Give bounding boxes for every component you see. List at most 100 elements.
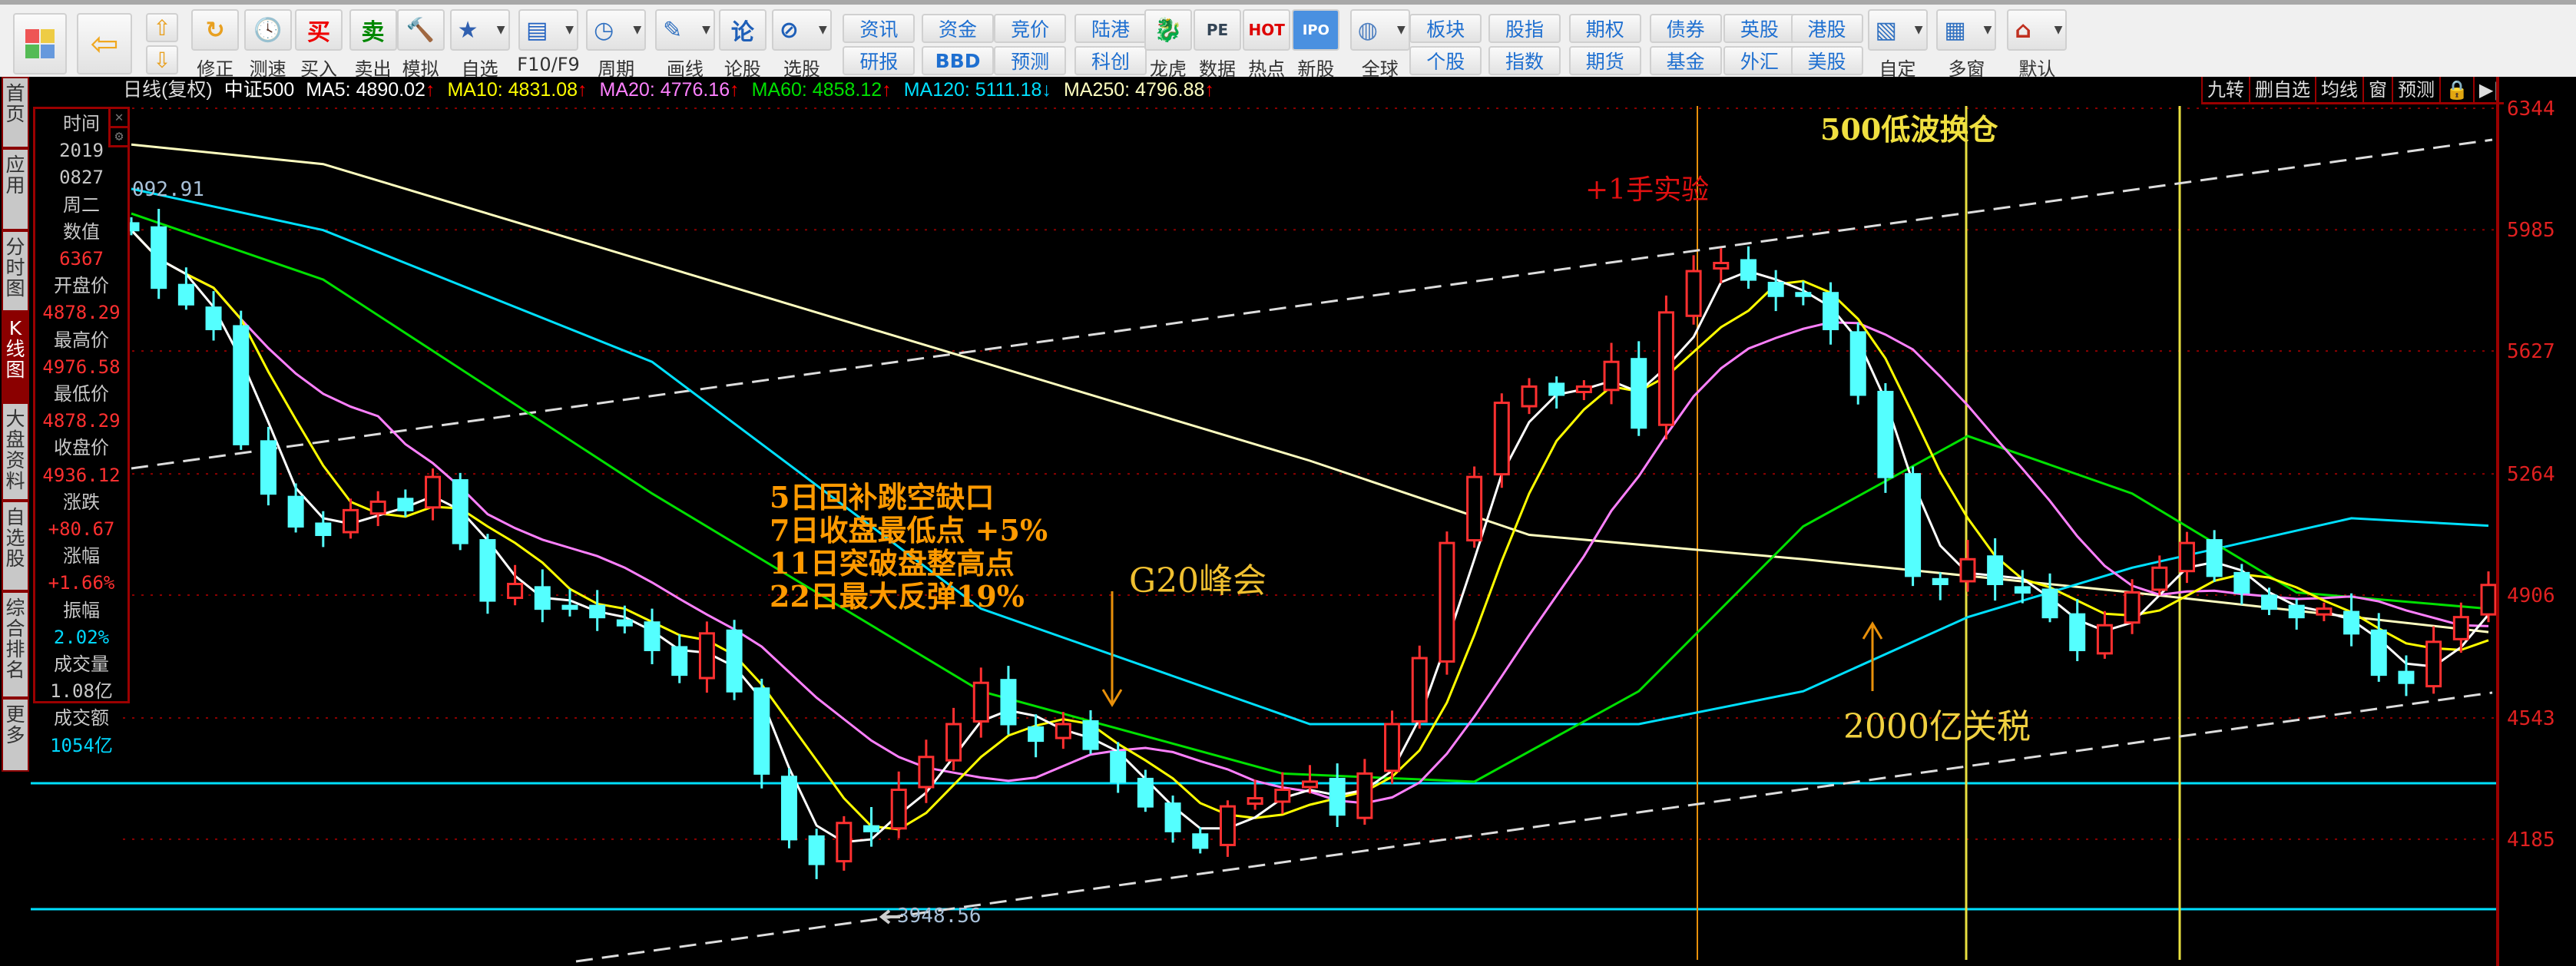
panel-label: 成交额: [54, 707, 109, 729]
toolbar-gavel-button[interactable]: 🔨 模拟: [396, 9, 445, 81]
toolbar-text-button[interactable]: 资金: [922, 14, 995, 43]
sidebar-tab-3[interactable]: K线图: [2, 312, 29, 402]
toolbar-text-button[interactable]: 港股: [1790, 14, 1863, 43]
candle-body: [616, 619, 633, 627]
toolbar-text-button[interactable]: 板块: [1409, 14, 1482, 43]
toolbar-text-button[interactable]: 指数: [1488, 46, 1561, 75]
prev-stock-button[interactable]: ⇧: [146, 13, 178, 42]
toolbar-buy-button[interactable]: 买买入: [294, 9, 343, 81]
ma-legend-item: MA20: 4776.16↑: [600, 79, 746, 101]
toolbar-custom-button[interactable]: ▧ 自定: [1867, 9, 1928, 81]
toolbar-text-button[interactable]: 外汇: [1723, 46, 1796, 75]
sidebar-tab-7[interactable]: 更多: [2, 698, 29, 772]
toolbar-dragon-button[interactable]: 🐉 龙虎: [1144, 9, 1192, 81]
toolbar-label: 测速: [249, 58, 286, 80]
toolbar-period-button[interactable]: ◷ 周期: [586, 9, 647, 81]
toolbar-text-button[interactable]: 预测: [994, 46, 1067, 75]
toolbar-refresh-button[interactable]: ↻ 修正: [191, 9, 240, 81]
candle: [780, 768, 797, 849]
candle-body: [1082, 720, 1099, 750]
toolbar-lun-button[interactable]: 论论股: [718, 9, 767, 81]
toolbar-label: 多窗: [1948, 58, 1985, 80]
toolbar-text-button[interactable]: 陆港: [1074, 14, 1147, 43]
candle: [2398, 655, 2415, 696]
back-button[interactable]: ⇦: [77, 13, 132, 74]
candle: [233, 310, 250, 450]
candle: [1877, 383, 1894, 493]
toolbar-pe-button[interactable]: PE 数据: [1193, 9, 1241, 81]
candle-body: [369, 500, 386, 515]
candle: [2370, 613, 2387, 682]
toolbar-text-button[interactable]: 期权: [1568, 14, 1641, 43]
sidebar-tab-1[interactable]: 应用: [2, 148, 29, 230]
candle-body: [2425, 640, 2442, 688]
document-icon: ▤: [518, 9, 579, 51]
settings-icon[interactable]: ⚙: [108, 126, 130, 147]
chart-button-3[interactable]: 窗: [2362, 77, 2392, 102]
toolbar-pencil-button[interactable]: ✎ 画线: [654, 9, 715, 81]
toolbar-ipo-button[interactable]: IPO 新股: [1292, 9, 1340, 81]
toolbar-sell-button[interactable]: 卖卖出: [349, 9, 397, 81]
multi-window-icon: ▦: [1936, 9, 1997, 51]
toolbar-text-button[interactable]: 英股: [1723, 14, 1796, 43]
toolbar-text-button[interactable]: 资讯: [843, 14, 916, 43]
panel-value: 2.02%: [53, 626, 110, 648]
toolbar-home-button[interactable]: ⌂ 默认: [2007, 9, 2068, 81]
toolbar-text-button[interactable]: 科创: [1074, 46, 1147, 75]
chart-button-5[interactable]: 🔒: [2439, 77, 2473, 102]
chart-button-0[interactable]: 九转: [2201, 77, 2249, 102]
toolbar-text-button[interactable]: 股指: [1488, 14, 1561, 43]
candle-body: [1055, 723, 1071, 739]
candle-body: [2124, 591, 2141, 624]
panel-value: 周二: [63, 194, 100, 216]
close-icon[interactable]: ✕: [108, 107, 130, 128]
toolbar-label: 自选: [461, 58, 498, 80]
candle-body: [1137, 777, 1154, 808]
candle-body: [1548, 382, 1565, 396]
sidebar-tab-4[interactable]: 大盘资料: [2, 402, 29, 501]
candle: [2151, 555, 2168, 596]
chart-button-4[interactable]: 预测: [2392, 77, 2439, 102]
toolbar-star-folder-button[interactable]: ★ 自选: [449, 9, 510, 81]
toolbar-text-button[interactable]: 债券: [1649, 14, 1722, 43]
sidebar-tab-6[interactable]: 综合排名: [2, 591, 29, 698]
ma-legend: 日线(复权) 中证500 MA5: 4890.02↑ MA10: 4831.08↑…: [123, 77, 1233, 103]
candle: [836, 815, 853, 871]
candle: [1685, 255, 1702, 325]
candle-body: [205, 306, 222, 330]
toolbar-text-button[interactable]: 美股: [1790, 46, 1863, 75]
toolbar-hot-button[interactable]: HOT 热点: [1243, 9, 1291, 81]
candle: [1959, 540, 1976, 592]
candle-body: [233, 325, 250, 445]
annotation-switch: 500低波换仓: [1820, 112, 1998, 147]
toolbar-stock-pick-button[interactable]: ⊘ 选股: [771, 9, 832, 81]
toolbar-label: 选股: [783, 58, 820, 80]
toolbar-text-button[interactable]: 研报: [843, 46, 916, 75]
candle-body: [972, 681, 989, 723]
sidebar-tab-0[interactable]: 首页: [2, 77, 29, 148]
high-price-label: 092.91: [132, 178, 204, 201]
toolbar-document-button[interactable]: ▤ F10/F9: [517, 9, 580, 75]
candle: [1823, 282, 1839, 345]
toolbar-globe-button[interactable]: ◍ 全球: [1349, 9, 1410, 81]
candle: [1521, 378, 1538, 415]
panel-value: +80.67: [48, 518, 115, 541]
sidebar-tab-2[interactable]: 分时图: [2, 230, 29, 312]
toolbar-text-button[interactable]: 基金: [1649, 46, 1722, 75]
chart-button-2[interactable]: 均线: [2315, 77, 2362, 102]
toolbar-clock-button[interactable]: 🕓 测速: [243, 9, 292, 81]
candle-body: [260, 440, 276, 495]
toolbar-multi-window-button[interactable]: ▦ 多窗: [1936, 9, 1997, 81]
chart-button-1[interactable]: 删自选: [2249, 77, 2315, 102]
sidebar-tab-5[interactable]: 自选股: [2, 501, 29, 591]
toolbar-text-button[interactable]: BBD: [922, 46, 995, 75]
toolbar-text-button[interactable]: 期货: [1568, 46, 1641, 75]
next-stock-button[interactable]: ⇩: [146, 45, 178, 74]
toolbar-text-button[interactable]: 个股: [1409, 46, 1482, 75]
toolbar-text-button[interactable]: 竞价: [994, 14, 1067, 43]
candle-body: [479, 539, 496, 602]
menu-grid-button[interactable]: [13, 13, 67, 74]
candle-body: [2288, 604, 2305, 619]
trend-channel-upper[interactable]: [131, 138, 2493, 470]
